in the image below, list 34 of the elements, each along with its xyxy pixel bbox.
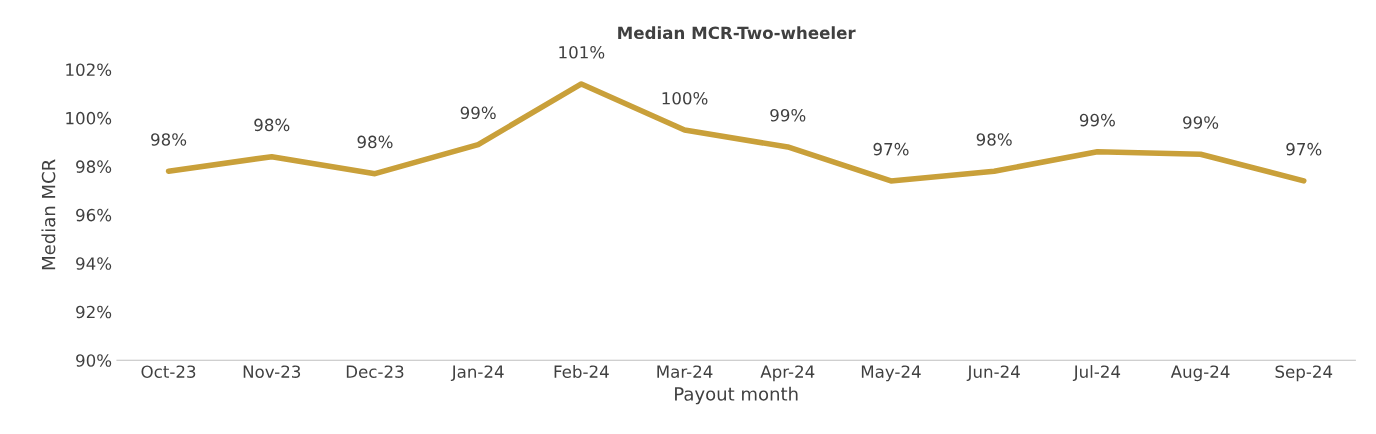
data-label: 99%	[460, 106, 496, 120]
data-label: 98%	[357, 135, 393, 149]
data-label: 98%	[976, 133, 1012, 146]
data-label: 97%	[1286, 142, 1322, 156]
data-label: 99%	[1183, 116, 1219, 129]
y-tick-label: 100%	[66, 111, 112, 125]
data-label: 98%	[254, 118, 290, 132]
y-tick-label: 102%	[66, 63, 112, 77]
data-label: 100%	[662, 91, 708, 105]
x-tick-label: Feb-24	[554, 365, 609, 378]
y-tick-label: 90%	[76, 354, 112, 367]
x-tick-label: Oct-23	[141, 365, 196, 378]
x-tick-label: Jul-24	[1072, 365, 1121, 382]
x-tick-label: Dec-23	[346, 365, 404, 378]
x-tick-label: Jan-24	[450, 365, 504, 382]
data-label: 101%	[559, 45, 605, 59]
x-tick-label: Apr-24	[760, 365, 815, 382]
y-axis-title: Median MCR	[41, 159, 56, 270]
y-tick-label: 98%	[76, 160, 112, 173]
data-label: 97%	[873, 142, 909, 156]
x-tick-label: Mar-24	[657, 365, 713, 378]
data-label: 99%	[770, 108, 806, 122]
data-label: 98%	[151, 133, 187, 146]
y-tick-label: 92%	[76, 305, 112, 319]
x-tick-label: Sep-24	[1275, 365, 1333, 382]
x-tick-label: Nov-23	[243, 365, 301, 378]
x-tick-label: Aug-24	[1170, 365, 1230, 382]
chart-title: Median MCR-Two-wheeler	[618, 26, 856, 40]
data-label: 99%	[1079, 113, 1115, 127]
y-tick-label: 94%	[76, 257, 112, 270]
y-tick-label: 96%	[76, 208, 112, 222]
x-tick-label: May-24	[861, 365, 921, 382]
x-axis-title: Payout month	[675, 386, 798, 405]
x-tick-label: Jun-24	[966, 365, 1020, 382]
